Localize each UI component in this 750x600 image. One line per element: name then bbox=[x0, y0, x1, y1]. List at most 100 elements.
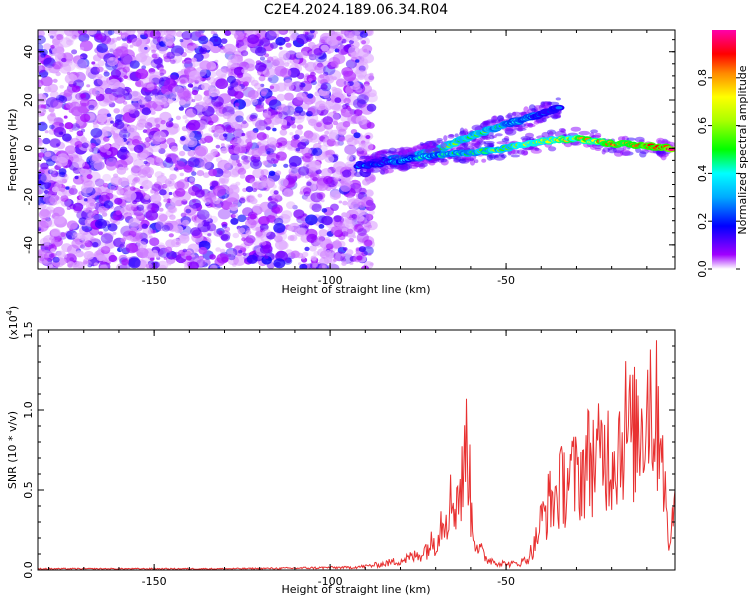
noise-speck bbox=[195, 101, 209, 112]
noise-speck bbox=[38, 169, 45, 175]
noise-speck bbox=[155, 220, 169, 232]
noise-speck bbox=[359, 31, 368, 38]
noise-speck bbox=[49, 124, 55, 130]
noise-speck bbox=[233, 31, 245, 40]
noise-speck bbox=[85, 207, 93, 214]
noise-speck bbox=[283, 82, 295, 92]
noise-speck bbox=[318, 224, 325, 229]
noise-speck bbox=[96, 43, 109, 53]
noise-speck bbox=[44, 151, 52, 157]
noise-speck bbox=[305, 214, 318, 226]
noise-speck bbox=[250, 98, 259, 106]
x-tick-label: -150 bbox=[142, 575, 167, 588]
noise-speck bbox=[267, 197, 273, 201]
y-tick-label: -20 bbox=[22, 188, 35, 206]
noise-speck bbox=[226, 75, 236, 84]
noise-speck bbox=[164, 179, 171, 185]
noise-speck bbox=[257, 125, 262, 129]
noise-speck bbox=[365, 213, 374, 220]
noise-speck bbox=[338, 200, 343, 204]
noise-speck bbox=[272, 206, 281, 214]
noise-speck bbox=[225, 242, 233, 249]
noise-speck bbox=[271, 184, 277, 189]
ridge-halo bbox=[501, 138, 510, 143]
noise-speck bbox=[94, 33, 103, 40]
noise-speck bbox=[361, 53, 374, 64]
noise-speck bbox=[106, 113, 112, 117]
noise-speck bbox=[361, 91, 371, 100]
noise-speck bbox=[95, 93, 105, 102]
noise-speck bbox=[80, 240, 93, 251]
noise-speck bbox=[178, 106, 184, 111]
noise-speck bbox=[44, 246, 49, 250]
noise-speck bbox=[191, 89, 199, 96]
noise-speck bbox=[48, 119, 55, 124]
noise-speck bbox=[58, 95, 68, 104]
noise-speck bbox=[62, 60, 76, 72]
noise-speck bbox=[103, 136, 110, 142]
ridge-halo bbox=[534, 147, 540, 152]
noise-speck bbox=[294, 63, 299, 68]
noise-speck bbox=[153, 134, 158, 138]
noise-speck bbox=[320, 44, 329, 52]
noise-speck bbox=[98, 247, 103, 252]
noise-speck bbox=[321, 265, 326, 269]
noise-speck bbox=[240, 243, 247, 249]
noise-speck bbox=[78, 195, 84, 200]
noise-speck bbox=[119, 243, 125, 249]
noise-speck bbox=[348, 30, 362, 42]
ridge-core bbox=[555, 106, 563, 110]
colorbar-gradient bbox=[712, 30, 736, 269]
snr-series-line bbox=[38, 340, 675, 570]
noise-speck bbox=[50, 248, 56, 253]
noise-speck bbox=[86, 30, 98, 35]
noise-speck bbox=[288, 166, 301, 177]
noise-speck bbox=[255, 104, 265, 113]
noise-speck bbox=[85, 201, 96, 210]
noise-speck bbox=[346, 195, 355, 203]
noise-speck bbox=[190, 227, 202, 237]
noise-speck bbox=[176, 157, 181, 161]
noise-speck bbox=[187, 150, 196, 157]
noise-speck bbox=[262, 160, 268, 166]
noise-speck bbox=[90, 127, 103, 138]
noise-speck bbox=[240, 50, 249, 57]
noise-speck bbox=[153, 131, 167, 142]
noise-speck bbox=[108, 254, 118, 263]
noise-speck bbox=[217, 230, 223, 235]
ridge-halo bbox=[498, 153, 505, 157]
noise-speck bbox=[131, 165, 141, 174]
noise-speck bbox=[267, 56, 274, 62]
noise-speck bbox=[100, 233, 114, 244]
noise-speck bbox=[88, 104, 95, 110]
noise-speck bbox=[333, 258, 337, 262]
noise-speck bbox=[269, 114, 282, 126]
noise-speck bbox=[241, 132, 246, 137]
noise-speck bbox=[226, 197, 239, 208]
noise-speck bbox=[274, 235, 283, 243]
noise-speck bbox=[91, 147, 100, 154]
noise-speck bbox=[192, 199, 196, 203]
noise-speck bbox=[191, 57, 197, 63]
noise-speck bbox=[154, 94, 167, 106]
noise-speck bbox=[344, 134, 354, 143]
noise-speck bbox=[366, 92, 378, 103]
noise-speck bbox=[245, 235, 256, 244]
noise-speck bbox=[71, 235, 76, 239]
noise-speck bbox=[206, 203, 213, 208]
noise-speck bbox=[179, 172, 184, 177]
noise-speck bbox=[312, 261, 317, 265]
noise-speck bbox=[252, 188, 258, 193]
noise-speck bbox=[222, 112, 232, 120]
noise-speck bbox=[174, 188, 186, 197]
noise-speck bbox=[161, 224, 170, 232]
noise-speck bbox=[200, 152, 206, 157]
noise-speck bbox=[296, 216, 300, 220]
noise-speck bbox=[304, 246, 310, 252]
noise-speck bbox=[326, 138, 336, 147]
noise-speck bbox=[225, 188, 234, 195]
noise-speck bbox=[261, 176, 267, 182]
noise-speck bbox=[242, 252, 247, 256]
noise-speck bbox=[125, 242, 139, 254]
noise-speck bbox=[166, 41, 173, 47]
